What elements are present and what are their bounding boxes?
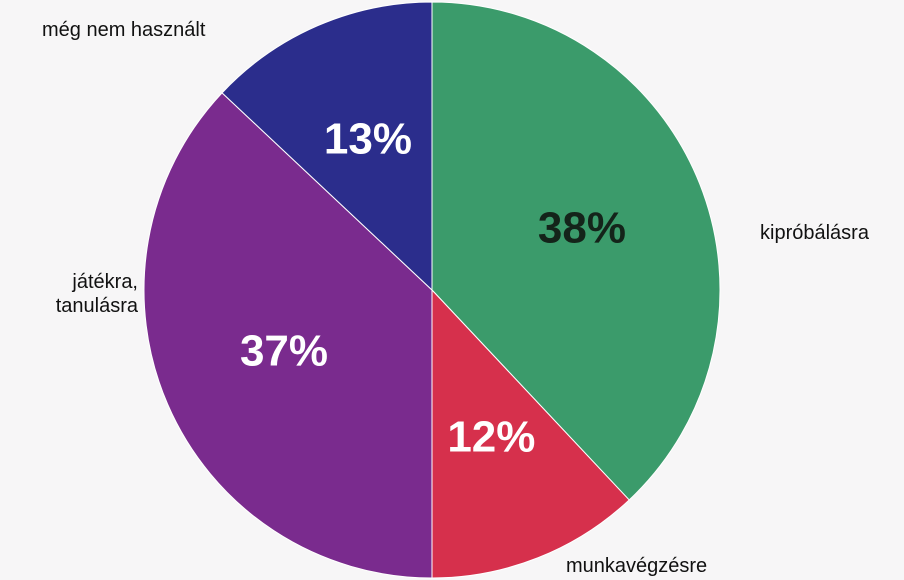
value-label: 38% bbox=[538, 203, 626, 252]
category-label: játékra, tanulásra bbox=[55, 271, 138, 317]
value-label: 13% bbox=[324, 115, 412, 164]
pie-slice bbox=[221, 1, 433, 292]
value-label: 12% bbox=[447, 413, 535, 462]
pie-slice bbox=[431, 288, 630, 579]
category-label: munkavégzésre bbox=[566, 555, 708, 577]
category-label: még nem használt bbox=[42, 19, 206, 41]
value-label: 37% bbox=[240, 327, 328, 376]
pie-slice bbox=[431, 1, 721, 501]
pie-slice bbox=[143, 92, 433, 579]
category-label: kipróbálásra bbox=[760, 222, 869, 244]
